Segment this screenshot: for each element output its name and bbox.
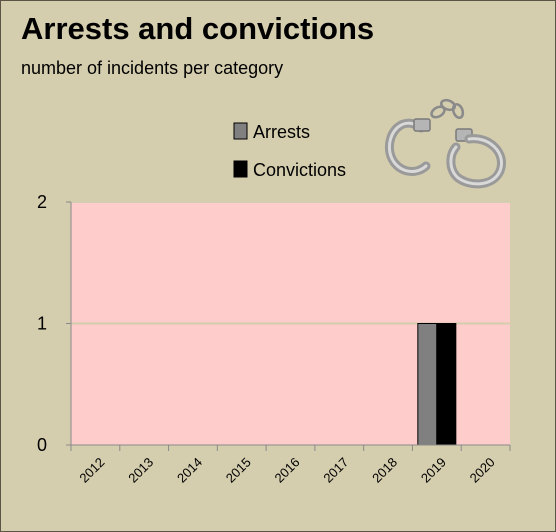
y-tick-label: 0 (37, 435, 47, 455)
bar-arrests-2019 (417, 323, 438, 446)
y-tick-labels: 0 1 2 (37, 192, 47, 455)
x-tick-label: 2015 (223, 455, 254, 486)
x-tick-label: 2014 (174, 455, 205, 486)
y-tick-label: 2 (37, 192, 47, 212)
axes (66, 201, 511, 451)
legend: Arrests Convictions (233, 122, 346, 180)
x-tick-label: 2019 (418, 455, 449, 486)
page-title: Arrests and convictions (21, 11, 375, 46)
x-tick-label: 2020 (467, 455, 498, 486)
legend-label-convictions: Convictions (253, 160, 346, 180)
legend-swatch-arrests (233, 122, 248, 140)
x-tick-label: 2012 (76, 455, 107, 486)
y-tick-label: 1 (37, 314, 47, 334)
x-tick-label: 2013 (125, 455, 156, 486)
bars (417, 323, 457, 446)
x-tick-labels: 2012 2013 2014 2015 2016 2017 2018 2019 2020 (76, 455, 497, 486)
page-subtitle: number of incidents per category (21, 58, 284, 78)
x-tick-label: 2017 (320, 455, 351, 486)
x-tick-label: 2018 (369, 455, 400, 486)
bar-convictions-2019 (436, 323, 457, 446)
handcuffs-icon (384, 98, 506, 189)
x-tick-label: 2016 (272, 455, 303, 486)
legend-label-arrests: Arrests (253, 122, 310, 142)
legend-swatch-convictions (233, 160, 248, 178)
